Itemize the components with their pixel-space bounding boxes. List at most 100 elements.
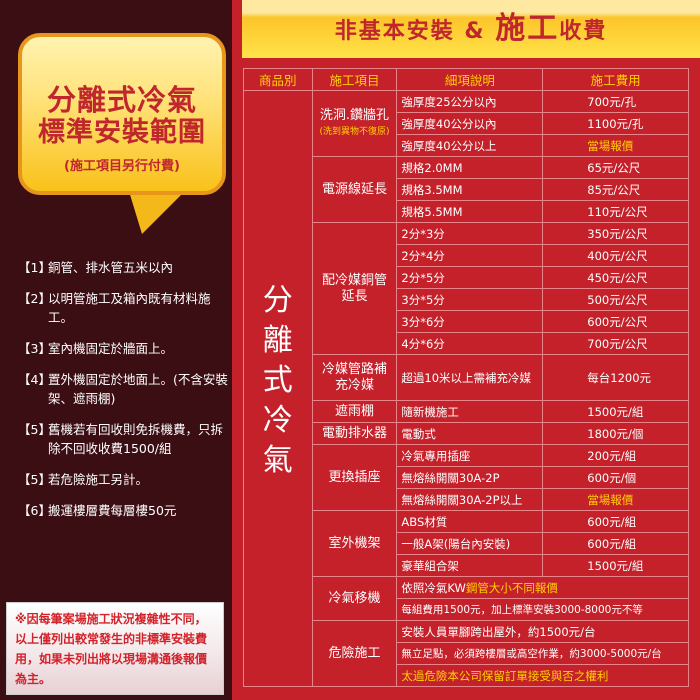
disclaimer-note: ※因每筆案場施工狀況複雜性不同，以上僅列出較常發生的非標準安裝費用，如果未列出將… <box>6 602 224 695</box>
detail-cell: 3分*5分 <box>396 288 544 311</box>
column-header: 施工費用 <box>542 68 689 91</box>
detail-cell: 無熔絲開關30A-2P以上 <box>396 488 544 511</box>
list-item-number: 【5】 <box>18 422 51 437</box>
detail-cell: 規格3.5MM <box>396 178 544 201</box>
price-cell: 450元/公尺 <box>542 266 689 289</box>
banner-amp: & <box>464 19 486 44</box>
table-row: 危險施工 安裝人員單腳跨出屋外，約1500元/台 <box>244 620 689 687</box>
list-item-text: 舊機若有回收則免拆機費，只拆除不回收收費1500/組 <box>48 422 224 456</box>
list-item: 【6】 搬運樓層費每層樓50元 <box>18 501 228 520</box>
left-panel: 分離式冷氣 標準安裝範圍 (施工項目另行付費) 【1】 銅管、排水管五米以內【2】… <box>0 0 232 700</box>
item-note: (洗到異物不復原) <box>319 126 390 137</box>
bubble-title: 分離式冷氣 <box>46 83 197 117</box>
item-cell: 遮雨棚 <box>311 400 398 423</box>
item-cell: 冷媒管路補充冷媒 <box>311 354 398 401</box>
bubble-title-2: 標準安裝範圍 <box>38 117 206 148</box>
list-item-number: 【4】 <box>18 372 51 387</box>
item-name: 配冷媒銅管延長 <box>321 272 387 304</box>
price-cell: 1800元/個 <box>542 422 689 445</box>
table-row: 配冷媒銅管延長 2分*3分 350元/公尺 <box>244 222 689 355</box>
table-row: 強厚度40公分以內 1100元/孔 <box>244 112 689 135</box>
table-row: 每組費用1500元，加上標準安裝3000-8000元不等 <box>244 598 689 621</box>
price-cell: 110元/公尺 <box>542 200 689 223</box>
column-header: 施工項目 <box>311 68 398 91</box>
table-row: 一般A架(陽台內安裝) 600元/組 <box>244 532 689 555</box>
item-name: 電源線延長 <box>321 181 387 197</box>
table-row: 2分*4分 400元/公尺 <box>244 244 689 267</box>
item-cell: 室外機架 <box>311 510 398 577</box>
list-item-text: 以明管施工及箱內既有材料施工。 <box>48 291 211 325</box>
list-item: 【2】 以明管施工及箱內既有材料施工。 <box>18 289 228 327</box>
detail-cell: 強厚度25公分以內 <box>396 90 544 113</box>
item-cell: 更換插座 <box>311 444 398 511</box>
detail-cell: 冷氣專用插座 <box>396 444 544 467</box>
list-item: 【5】 舊機若有回收則免拆機費，只拆除不回收收費1500/組 <box>18 420 228 458</box>
price-cell: 65元/公尺 <box>542 156 689 179</box>
detail-cell: 規格2.0MM <box>396 156 544 179</box>
category-char: 離 <box>262 323 293 358</box>
category-char: 氣 <box>262 443 293 478</box>
price-cell: 700元/公尺 <box>542 332 689 355</box>
detail-cell: 超過10米以上需補充冷媒 <box>396 354 544 401</box>
table-row: 遮雨棚 隨新機施工 1500元/組 <box>244 400 689 423</box>
price-cell: 400元/公尺 <box>542 244 689 267</box>
list-item: 【4】 置外機固定於地面上。(不含安裝架、遮雨棚) <box>18 370 228 408</box>
item-name: 室外機架 <box>328 535 381 551</box>
list-item-text: 置外機固定於地面上。(不含安裝架、遮雨棚) <box>48 372 228 406</box>
list-item: 【5】 若危險施工另計。 <box>18 470 228 489</box>
price-cell: 500元/公尺 <box>542 288 689 311</box>
list-item-number: 【2】 <box>18 291 51 306</box>
table-row: 更換插座 冷氣專用插座 200元/組 <box>244 444 689 511</box>
table-row: 無立足點，必須跨樓層或高空作業，約3000-5000元/台 <box>244 642 689 665</box>
detail-cell: 隨新機施工 <box>396 400 544 423</box>
banner-part3: 收費 <box>559 19 608 44</box>
table-row: 規格5.5MM 110元/公尺 <box>244 200 689 223</box>
table-row: 冷媒管路補充冷媒 超過10米以上需補充冷媒 每台1200元 <box>244 354 689 401</box>
detail-cell: 安裝人員單腳跨出屋外，約1500元/台 <box>396 620 689 643</box>
list-item-number: 【3】 <box>18 341 51 356</box>
price-cell: 85元/公尺 <box>542 178 689 201</box>
bubble-tail <box>128 188 188 234</box>
table-row: 3分*5分 500元/公尺 <box>244 288 689 311</box>
banner-part1: 非基本安裝 <box>334 19 455 44</box>
detail-cell: 豪華組合架 <box>396 554 544 577</box>
price-cell: 200元/組 <box>542 444 689 467</box>
item-cell: 電源線延長 <box>311 156 398 223</box>
category-char: 分 <box>262 283 293 318</box>
table-row: 無熔絲開關30A-2P 600元/個 <box>244 466 689 489</box>
table-row: 電源線延長 規格2.0MM 65元/公尺 <box>244 156 689 223</box>
detail-cell: 4分*6分 <box>396 332 544 355</box>
price-cell: 350元/公尺 <box>542 222 689 245</box>
price-cell: 700元/孔 <box>542 90 689 113</box>
detail-cell: 無立足點，必須跨樓層或高空作業，約3000-5000元/台 <box>396 642 689 665</box>
price-cell: 每台1200元 <box>542 354 689 401</box>
item-name: 冷媒管路補充冷媒 <box>321 361 387 393</box>
column-header: 細項說明 <box>396 68 544 91</box>
list-item-text: 若危險施工另計。 <box>48 472 149 487</box>
header-row: 商品別 施工項目 細項說明 施工費用 <box>243 68 689 91</box>
speech-bubble: 分離式冷氣 標準安裝範圍 (施工項目另行付費) <box>18 33 226 195</box>
detail-cell: 無熔絲開關30A-2P <box>396 466 544 489</box>
list-item-text: 銅管、排水管五米以內 <box>48 260 174 275</box>
list-item-number: 【6】 <box>18 503 51 518</box>
category-char: 冷 <box>262 403 293 438</box>
item-cell: 洗洞.鑽牆孔 (洗到異物不復原) <box>311 90 398 157</box>
item-cell: 配冷媒銅管延長 <box>311 222 398 355</box>
title-banner: 非基本安裝 & 施工收費 <box>242 0 700 58</box>
item-cell: 冷氣移機 <box>311 576 398 621</box>
detail-cell: 2分*4分 <box>396 244 544 267</box>
detail-cell: 規格5.5MM <box>396 200 544 223</box>
table-row: 太過危險本公司保留訂單接受與否之權利 <box>244 664 689 687</box>
list-item-number: 【1】 <box>18 260 51 275</box>
category-char: 式 <box>262 363 293 398</box>
price-cell: 1500元/組 <box>542 554 689 577</box>
detail-cell: 2分*3分 <box>396 222 544 245</box>
price-cell: 600元/個 <box>542 466 689 489</box>
item-name: 電動排水器 <box>321 425 387 441</box>
item-name: 洗洞.鑽牆孔 <box>319 107 390 123</box>
item-name: 冷氣移機 <box>328 590 381 606</box>
table-row: 3分*6分 600元/公尺 <box>244 310 689 333</box>
price-cell: 當場報價 <box>542 488 689 511</box>
item-cell: 電動排水器 <box>311 422 398 445</box>
detail-text: 依照冷氣KW <box>401 580 466 595</box>
